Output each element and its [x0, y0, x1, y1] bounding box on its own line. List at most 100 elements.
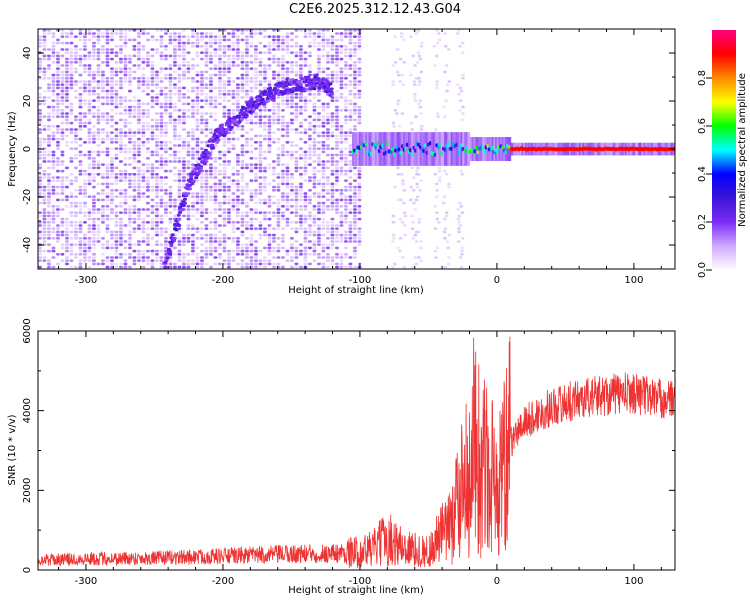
spectrogram-cell [56, 160, 60, 163]
spectrogram-cell [51, 83, 56, 86]
spectrogram-cell [329, 92, 334, 96]
spectrogram-cell [294, 208, 299, 211]
spectrogram-cell [38, 182, 42, 186]
spectrogram-cell [335, 173, 339, 176]
spectrogram-cell [276, 70, 281, 74]
spectrogram-cell [159, 265, 164, 269]
spectrogram-cell [418, 99, 423, 102]
spectrogram-cell [209, 112, 213, 115]
spectrogram-cell [263, 35, 267, 38]
spectrogram-cell [357, 176, 362, 179]
spectrogram-cell [114, 45, 119, 48]
spectrogram-cell [357, 57, 362, 61]
spectrogram-cell [312, 195, 317, 198]
spectrogram-cell [119, 57, 123, 61]
spectrogram-cell [393, 185, 397, 189]
snr-x-ticks: -300 -200 -100 0 100 [58, 331, 662, 587]
spectrogram-cell [326, 73, 330, 77]
spectrogram-cell [308, 211, 312, 214]
spectrogram-cell [419, 179, 423, 182]
spectrogram-cell [186, 237, 191, 240]
spectrogram-cell [348, 134, 353, 138]
spectrogram-cell [321, 45, 326, 48]
spectrogram-cell [299, 109, 303, 112]
spectrogram-cell [357, 240, 362, 243]
spectrogram-cell [222, 141, 227, 144]
spectrogram-cell [339, 153, 344, 157]
spectrogram-cell [168, 201, 173, 205]
spectrogram-cell [267, 262, 272, 266]
spectrogram-cell [69, 201, 74, 205]
spectrogram-cell [303, 259, 308, 262]
spectrogram-cell [267, 67, 272, 70]
spectrogram-cell [173, 137, 177, 141]
spectrogram-cell [186, 38, 191, 42]
spectrogram-cell [213, 221, 218, 224]
spectrogram-cell [321, 125, 326, 128]
spectrogram-cell [119, 192, 123, 195]
spectrogram-cell [87, 246, 92, 250]
spectrogram-cell [101, 173, 105, 176]
spectrogram-cell [249, 246, 254, 250]
spectrogram-cell [281, 38, 285, 42]
spectrogram-cell [209, 38, 213, 42]
spectrogram-cell [222, 93, 227, 96]
spectrogram-cell [60, 137, 65, 141]
spectrogram-cell [294, 185, 299, 189]
spectrogram-cell [38, 144, 42, 147]
spectrogram-cell [132, 176, 137, 179]
spectrogram-cell [434, 195, 439, 198]
spectrogram-cell [339, 237, 344, 240]
spectrogram-cell [92, 227, 96, 230]
spectrogram-cell [60, 189, 65, 192]
spectrogram-cell [173, 77, 177, 80]
spectrogram-cell [155, 160, 159, 163]
spectrogram-cell [303, 169, 308, 173]
spectrogram-cell [87, 70, 92, 74]
spectrogram-cell [191, 45, 195, 48]
spectrogram-cell [60, 121, 65, 125]
spectrogram-cell [74, 83, 78, 86]
spectrogram-cell [316, 77, 321, 80]
spectrogram-cell [209, 265, 213, 269]
spectrogram-cell [209, 185, 213, 189]
spectrogram-cell [51, 137, 56, 141]
y-tick-label: 0 [22, 567, 33, 573]
spectrogram-cell [312, 32, 317, 35]
spectrogram-cell [285, 208, 290, 211]
spectrogram-cell [209, 237, 213, 240]
spectrogram-cell [317, 118, 321, 122]
spectrogram-cell [330, 157, 335, 160]
spectrogram-cell [227, 256, 231, 259]
spectrogram-cell [123, 189, 128, 192]
spectrogram-cell [74, 131, 78, 134]
spectrogram-cell [87, 32, 92, 35]
spectrogram-cell [83, 153, 87, 157]
spectrogram-cell [92, 237, 96, 240]
spectrogram-cell [177, 121, 182, 125]
spectrogram-cell [285, 192, 290, 195]
spectrogram-cell [276, 173, 281, 176]
spectrogram-cell [317, 182, 321, 186]
spectrogram-cell [329, 87, 334, 91]
spectrogram-cell [353, 67, 357, 70]
spectrogram-cell [330, 153, 335, 157]
spectrogram-cell [159, 77, 164, 80]
spectrogram-cell [303, 105, 308, 109]
spectrogram-cell [403, 233, 407, 237]
spectrogram-cell [276, 176, 281, 179]
spectrogram-cell [96, 173, 101, 176]
spectrogram-cell [101, 208, 105, 211]
spectrogram-cell [38, 141, 42, 144]
spectrogram-cell [92, 131, 96, 134]
spectrogram-cell [92, 201, 96, 205]
spectrogram-cell [105, 80, 110, 83]
spectrogram-cell [321, 211, 326, 214]
spectrogram-cell [69, 105, 74, 109]
spectrogram-cell [285, 173, 290, 176]
spectrogram-cell [339, 141, 344, 144]
spectrogram-cell [182, 118, 186, 122]
spectrogram-cell [137, 182, 141, 186]
spectrogram-cell [42, 45, 47, 48]
spectrogram-cell [227, 265, 231, 269]
